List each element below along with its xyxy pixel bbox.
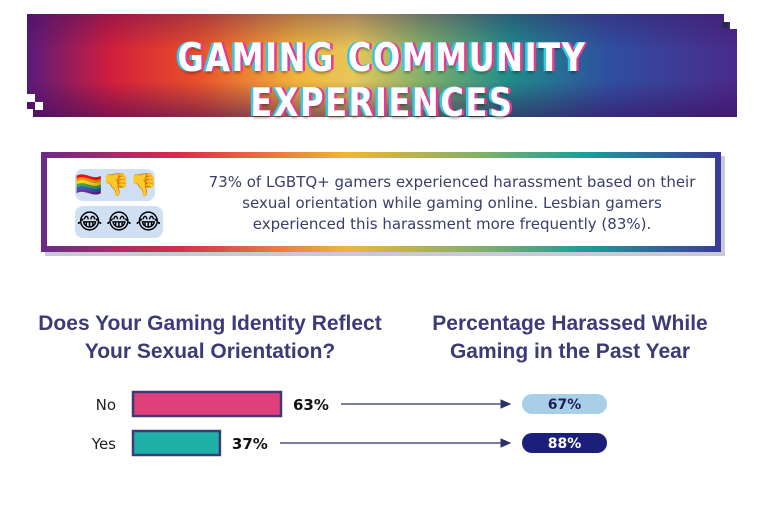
pixel-decoration <box>35 102 43 110</box>
stat-callout: 🏳️‍🌈 👎 👎 😂 😂 😂 73% of LGBTQ+ gamers expe… <box>41 152 721 252</box>
pixel-decoration <box>730 22 738 29</box>
title-banner: GAMING COMMUNITY EXPERIENCES <box>27 14 738 126</box>
bar-yes <box>131 429 222 457</box>
right-chart-heading: Percentage Harassed While Gaming in the … <box>432 312 708 363</box>
pixel-decoration <box>724 14 738 22</box>
bar-no <box>131 390 283 418</box>
pixel-decoration <box>27 109 33 117</box>
category-label: Yes <box>91 435 116 453</box>
thumbs-down-icon: 👎 <box>102 172 130 198</box>
emoji-row-laughing: 😂 😂 😂 <box>75 206 163 238</box>
harassed-pill-no <box>522 394 607 414</box>
laughing-face-icon: 😂 <box>76 209 103 235</box>
harassed-value-label: 88% <box>548 436 582 452</box>
laughing-face-icon: 😂 <box>106 209 132 235</box>
pixel-decoration <box>722 22 728 28</box>
category-label: No <box>96 396 116 414</box>
thumbs-down-icon: 👎 <box>129 172 158 198</box>
rainbow-flag-icon: 🏳️‍🌈 <box>75 172 103 198</box>
emoji-row-flag-thumbs: 🏳️‍🌈 👎 👎 <box>75 169 158 201</box>
page-title: GAMING COMMUNITY EXPERIENCES <box>177 36 587 126</box>
pixel-decoration <box>27 94 35 102</box>
bar-value-label: 37% <box>232 435 268 453</box>
harassed-value-label: 67% <box>548 397 582 413</box>
stat-text: 73% of LGBTQ+ gamers experienced harassm… <box>208 173 696 233</box>
bar-value-label: 63% <box>293 396 329 414</box>
laughing-face-icon: 😂 <box>135 209 162 235</box>
left-chart-heading: Does Your Gaming Identity Reflect Your S… <box>38 312 382 363</box>
harassed-pill-yes <box>522 433 607 453</box>
